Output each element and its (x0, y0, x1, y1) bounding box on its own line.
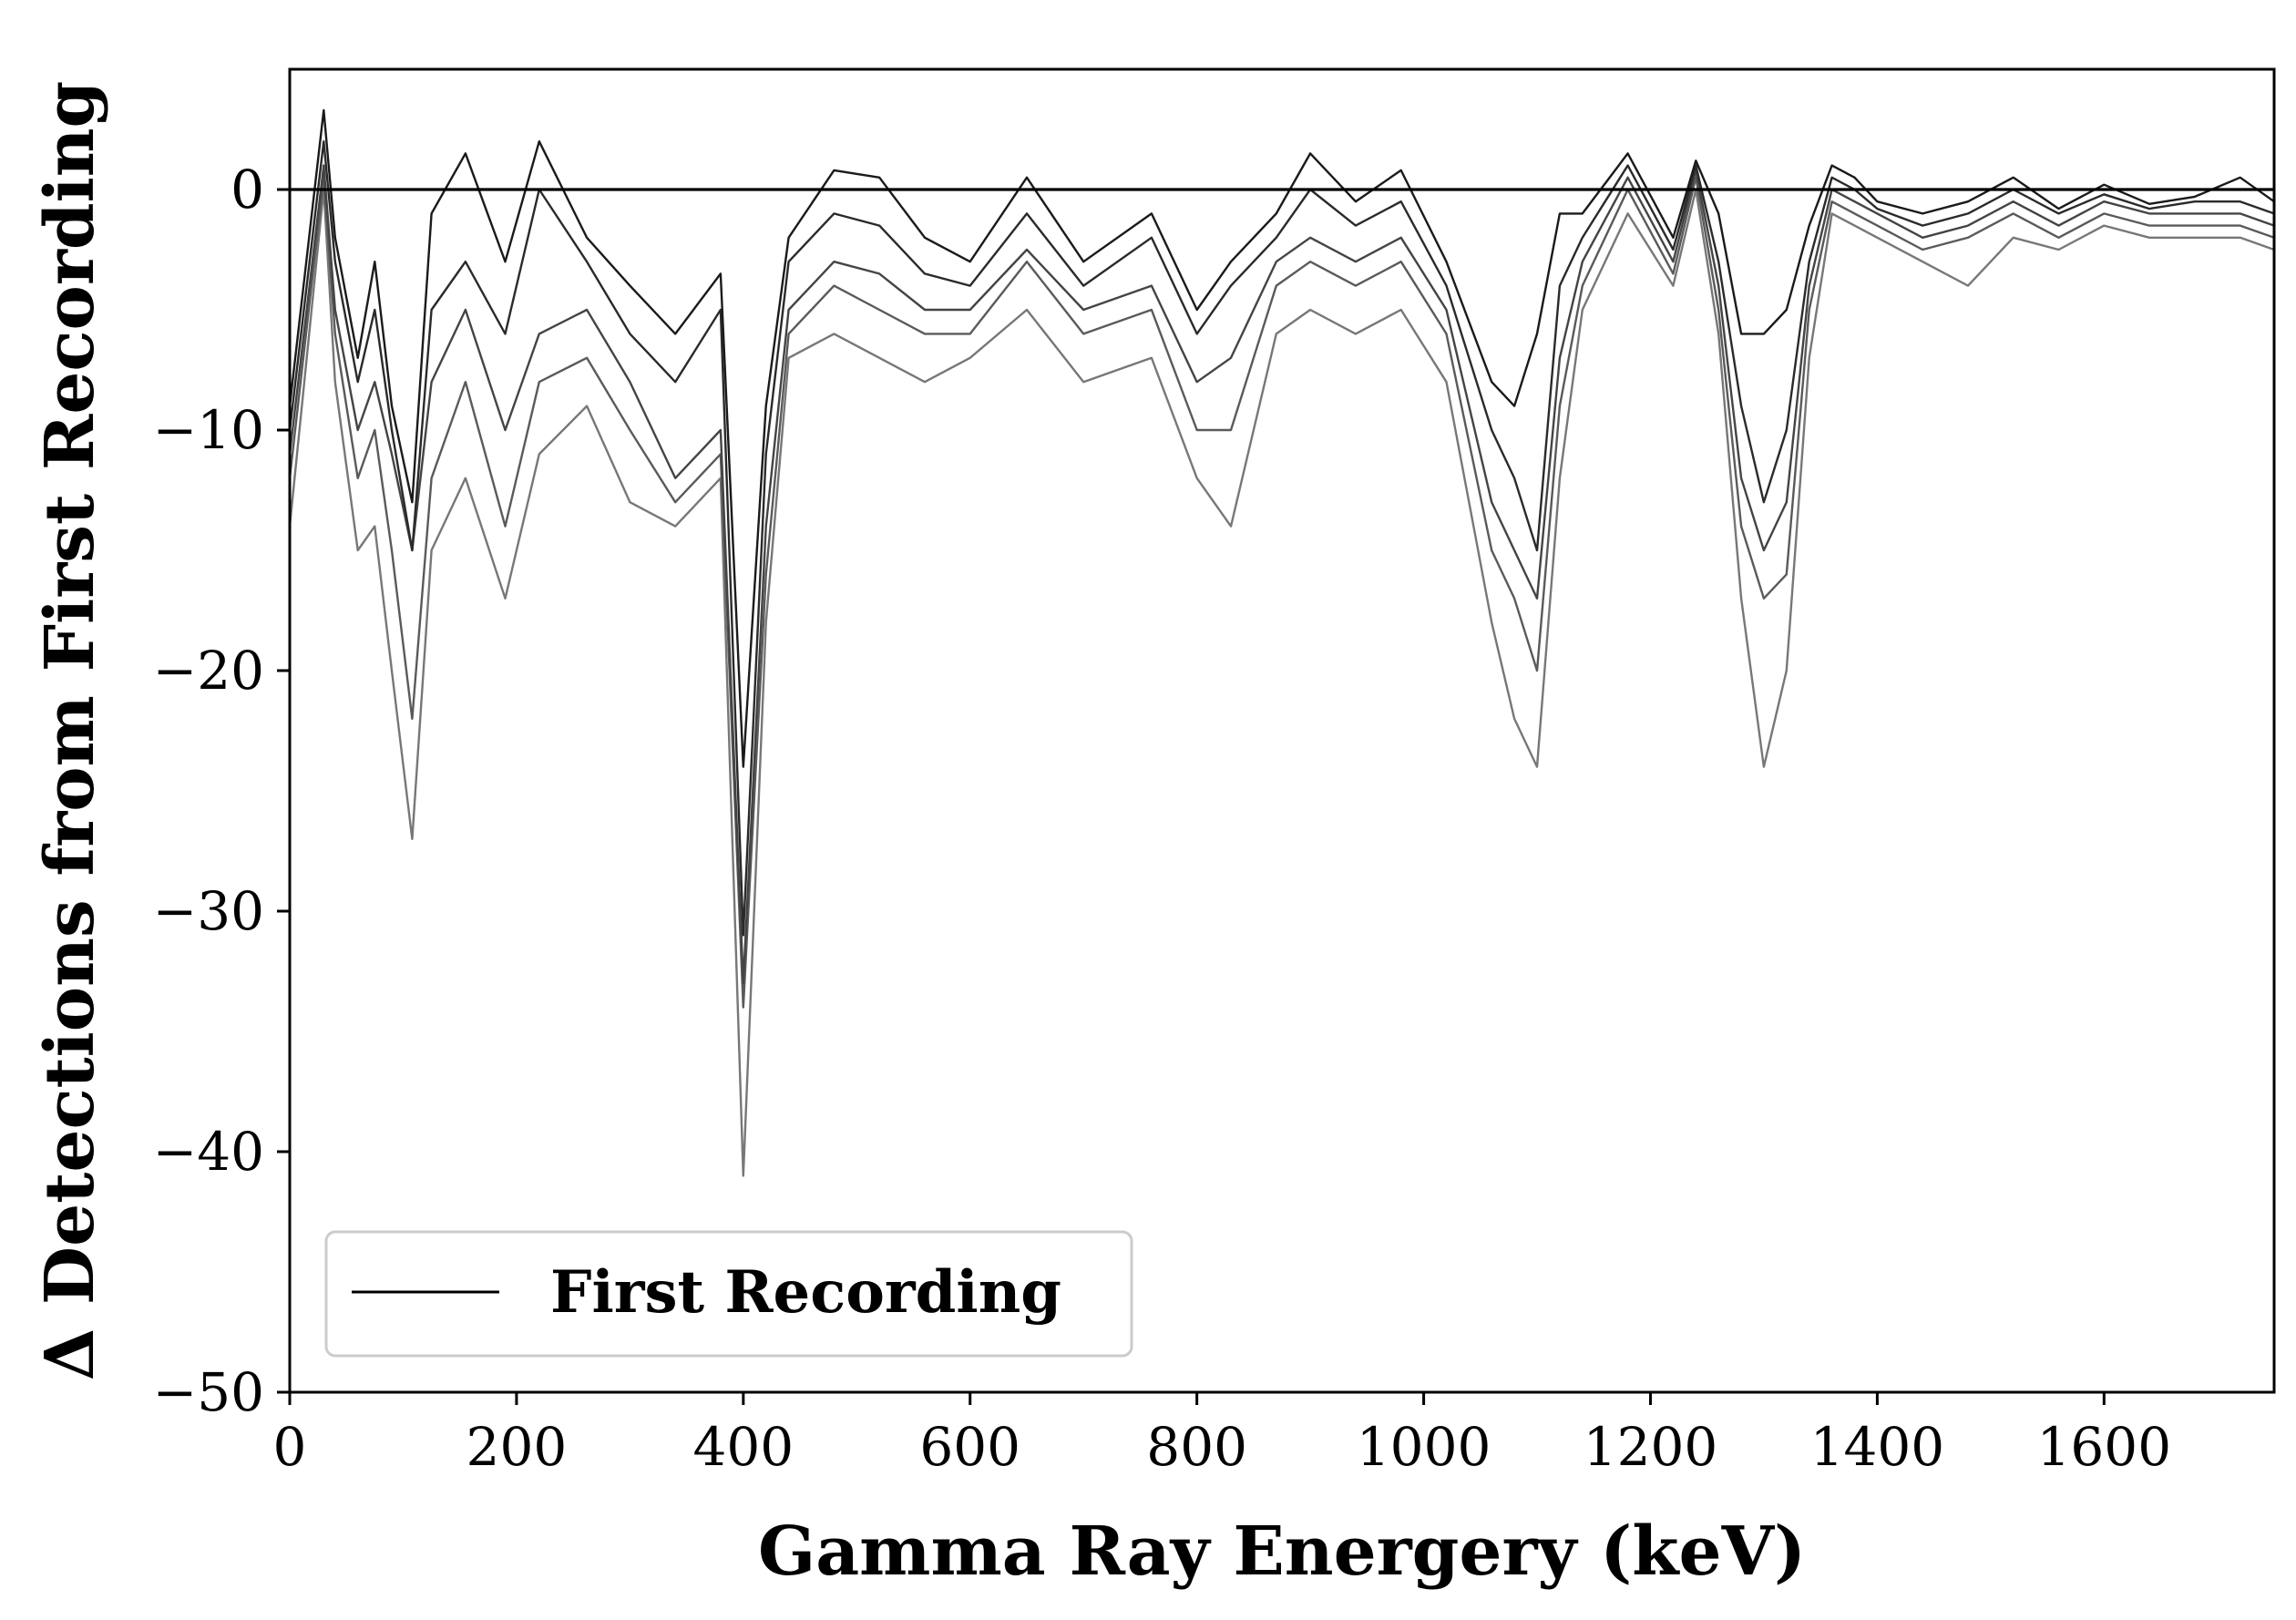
x-tick-label: 1400 (1810, 1416, 1945, 1478)
y-tick-label: −30 (153, 880, 264, 942)
x-tick-label: 1000 (1357, 1416, 1491, 1478)
series-line-3 (290, 164, 2274, 985)
x-tick-label: 800 (1146, 1416, 1247, 1478)
x-tick-label: 400 (692, 1416, 794, 1478)
y-tick-label: −10 (153, 399, 264, 461)
series-line-4 (290, 176, 2274, 1009)
plot-frame (288, 67, 2276, 1394)
x-axis: 0 200 400 600 800 1000 1200 1400 1600 (273, 1392, 2172, 1478)
y-tick-label: −50 (153, 1361, 264, 1423)
legend: First Recording (324, 1230, 1133, 1358)
y-axis-label: Δ Detections from First Recording (31, 81, 109, 1381)
series-layer (290, 108, 2274, 1177)
y-axis: 0 −10 −20 −30 −40 −50 (153, 159, 290, 1423)
x-tick-label: 1600 (2037, 1416, 2172, 1478)
series-line-5 (290, 188, 2274, 1177)
legend-label: First Recording (550, 1258, 1061, 1327)
x-tick-label: 600 (919, 1416, 1020, 1478)
x-axis-label: Gamma Ray Energery (keV) (758, 1512, 1806, 1591)
x-tick-label: 0 (273, 1416, 307, 1478)
x-tick-label: 200 (466, 1416, 568, 1478)
x-tick-label: 1200 (1584, 1416, 1718, 1478)
legend-box (324, 1230, 1133, 1358)
y-tick-label: 0 (231, 159, 264, 220)
y-tick-label: −20 (153, 640, 264, 702)
y-tick-label: −40 (153, 1121, 264, 1183)
series-line-1 (290, 108, 2274, 768)
